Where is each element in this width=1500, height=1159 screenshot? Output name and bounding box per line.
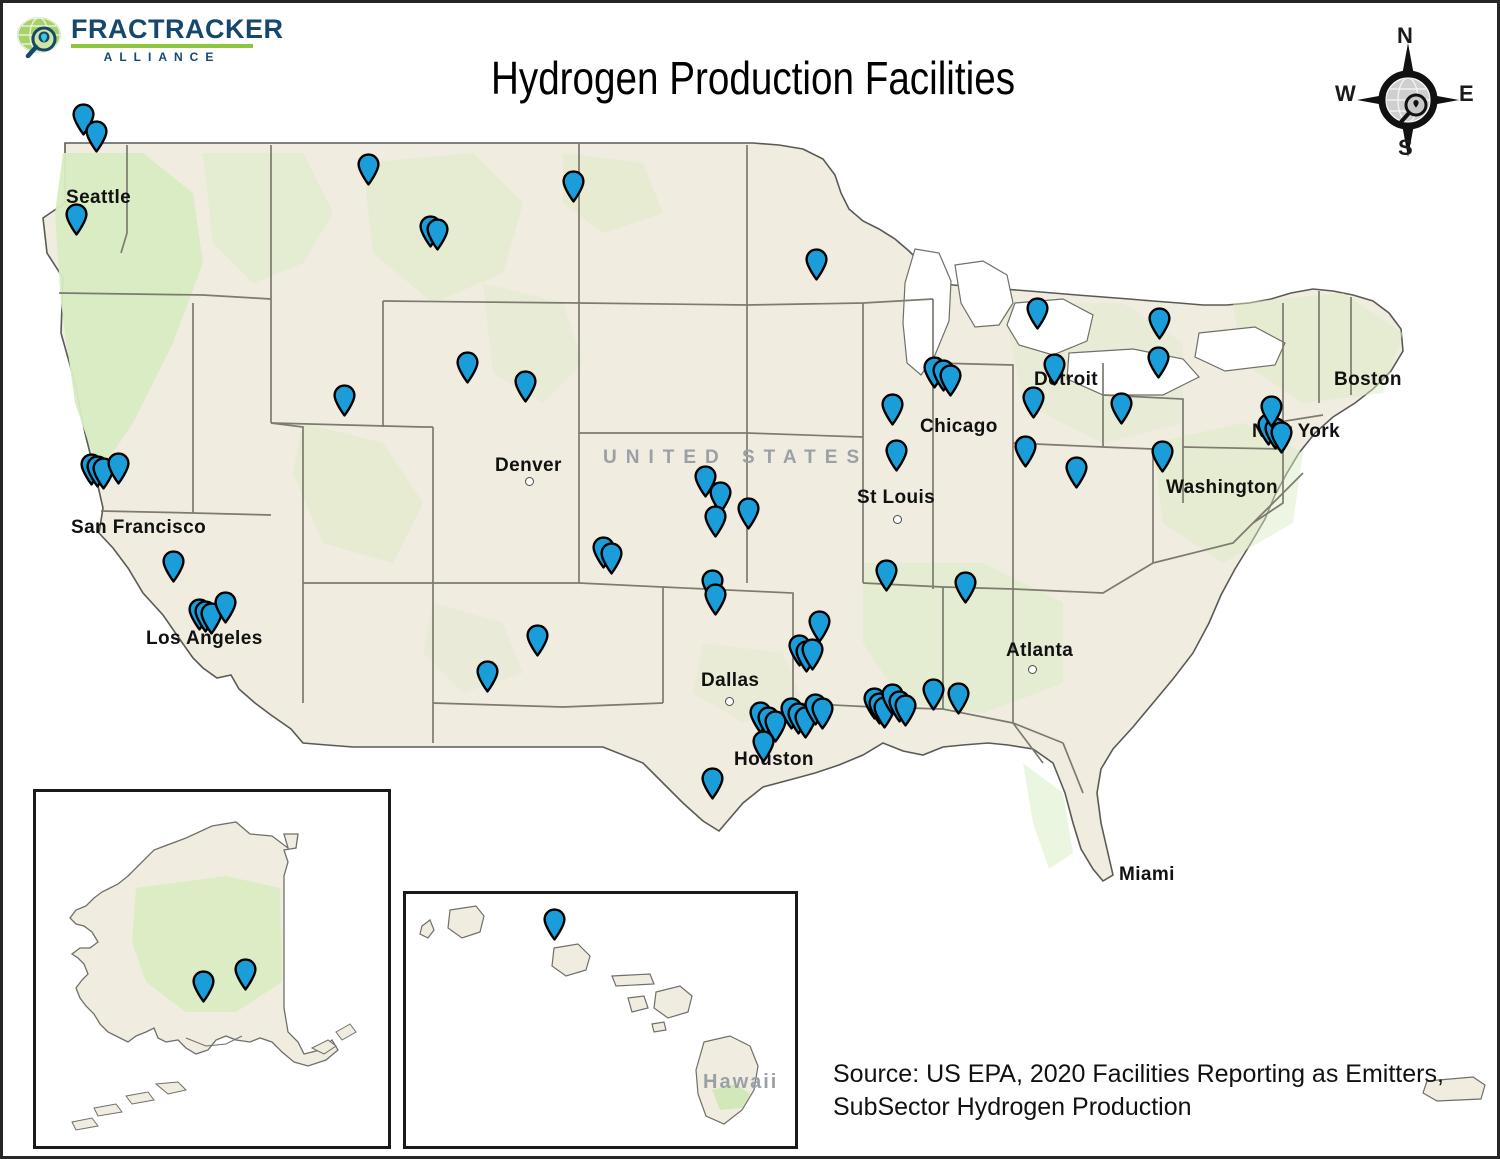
city-label-washington: Washington xyxy=(1166,477,1278,498)
facility-marker[interactable] xyxy=(599,542,623,580)
brand-name: FRACTRACKER xyxy=(71,14,284,44)
facility-marker[interactable] xyxy=(1150,440,1174,478)
city-label-miami: Miami xyxy=(1119,864,1175,885)
facility-marker[interactable] xyxy=(1147,307,1171,345)
facility-marker[interactable] xyxy=(191,970,215,1008)
source-line-2: SubSector Hydrogen Production xyxy=(833,1093,1192,1121)
niihau xyxy=(419,919,435,939)
facility-marker[interactable] xyxy=(874,559,898,597)
facility-marker[interactable] xyxy=(938,364,962,402)
facility-marker[interactable] xyxy=(1146,346,1170,384)
compass-rose: N S W E xyxy=(1333,15,1483,175)
facility-marker[interactable] xyxy=(810,697,834,735)
oahu xyxy=(551,943,591,977)
city-label-dallas: Dallas xyxy=(701,670,760,691)
source-line-1: Source: US EPA, 2020 Facilities Reportin… xyxy=(833,1060,1444,1088)
facility-marker[interactable] xyxy=(106,452,130,490)
facility-marker[interactable] xyxy=(751,730,775,768)
compass-north-label: N xyxy=(1397,23,1413,48)
facility-marker[interactable] xyxy=(893,694,917,732)
compass-east-label: E xyxy=(1459,81,1474,106)
city-label-boston: Boston xyxy=(1334,369,1402,390)
kauai xyxy=(447,905,485,939)
facility-marker[interactable] xyxy=(921,678,945,716)
facility-marker[interactable] xyxy=(1013,435,1037,473)
city-label-seattle: Seattle xyxy=(66,187,132,208)
city-label-san-francisco: San Francisco xyxy=(71,517,207,538)
alaska-coast-detail xyxy=(185,1035,243,1047)
facility-marker[interactable] xyxy=(332,384,356,422)
facility-marker[interactable] xyxy=(800,638,824,676)
hawaii-inset[interactable] xyxy=(403,891,798,1149)
logo-wordmark: FRACTRACKER ALLIANCE xyxy=(71,15,283,64)
city-dot-atlanta xyxy=(1028,665,1037,674)
compass-south-label: S xyxy=(1398,135,1413,160)
facility-marker[interactable] xyxy=(525,624,549,662)
facility-marker[interactable] xyxy=(64,203,88,241)
facility-marker[interactable] xyxy=(1042,353,1066,391)
facility-marker[interactable] xyxy=(425,218,449,256)
facility-marker[interactable] xyxy=(475,660,499,698)
facility-marker[interactable] xyxy=(946,682,970,720)
molokai xyxy=(611,973,655,987)
city-dot-dallas xyxy=(725,697,734,706)
city-label-st-louis: St Louis xyxy=(857,487,936,508)
facility-marker[interactable] xyxy=(561,170,585,208)
city-dot-st-louis xyxy=(893,515,902,524)
facility-marker[interactable] xyxy=(703,505,727,543)
city-label-houston: Houston xyxy=(734,749,814,770)
facility-marker[interactable] xyxy=(455,351,479,389)
aleutian-islands xyxy=(71,1023,357,1131)
facility-marker[interactable] xyxy=(703,583,727,621)
facility-marker[interactable] xyxy=(804,248,828,286)
facility-marker[interactable] xyxy=(1109,392,1133,430)
facility-marker[interactable] xyxy=(700,767,724,805)
source-note: Source: US EPA, 2020 Facilities Reportin… xyxy=(833,1058,1493,1124)
page-title: Hydrogen Production Facilities xyxy=(490,52,1016,104)
facility-marker[interactable] xyxy=(1269,421,1293,459)
facility-marker[interactable] xyxy=(736,497,760,535)
facility-marker[interactable] xyxy=(513,370,537,408)
brand-rule xyxy=(71,44,253,48)
alaska-inset[interactable] xyxy=(33,789,391,1149)
facility-marker[interactable] xyxy=(213,591,237,629)
city-label-atlanta: Atlanta xyxy=(1006,640,1074,661)
city-dot-denver xyxy=(525,477,534,486)
city-label-denver: Denver xyxy=(495,455,562,476)
brand-subtitle: ALLIANCE xyxy=(103,50,221,64)
facility-marker[interactable] xyxy=(1021,386,1045,424)
puerto-rico xyxy=(1422,1076,1486,1102)
hawaii-island-label: Hawaii xyxy=(703,1071,779,1093)
globe-magnifier-icon xyxy=(17,17,61,59)
facility-marker[interactable] xyxy=(1259,395,1283,433)
facility-marker[interactable] xyxy=(953,571,977,609)
city-label-los-angeles: Los Angeles xyxy=(146,628,263,649)
hawaii-basemap xyxy=(419,905,759,1125)
facility-marker[interactable] xyxy=(1025,297,1049,335)
compass-rose-icon xyxy=(1357,43,1459,157)
compass-west-label: W xyxy=(1335,81,1356,106)
lanai xyxy=(627,995,649,1013)
country-label: UNITED STATES xyxy=(603,447,869,468)
facility-marker[interactable] xyxy=(1064,456,1088,494)
facility-marker[interactable] xyxy=(880,393,904,431)
facility-marker[interactable] xyxy=(84,120,108,158)
maui xyxy=(653,985,693,1019)
fractracker-logo[interactable]: FRACTRACKER ALLIANCE xyxy=(11,9,283,67)
alaska-basemap xyxy=(69,821,357,1131)
facility-marker[interactable] xyxy=(542,908,566,946)
kahoolawe xyxy=(651,1021,667,1033)
city-label-chicago: Chicago xyxy=(920,416,998,437)
facility-marker[interactable] xyxy=(884,439,908,477)
facility-marker[interactable] xyxy=(161,550,185,588)
facility-marker[interactable] xyxy=(233,958,257,996)
facility-marker[interactable] xyxy=(356,153,380,191)
